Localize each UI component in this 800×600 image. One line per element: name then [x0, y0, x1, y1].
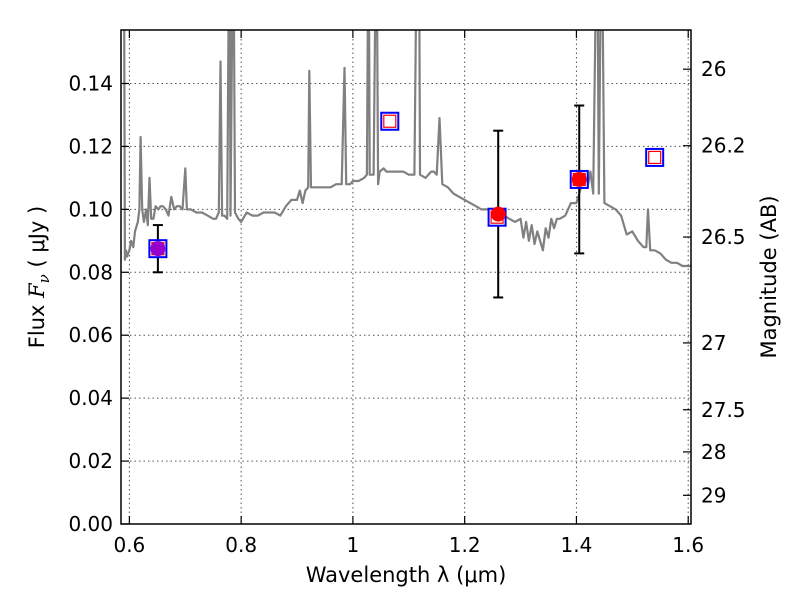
x-tick-label: 1.2	[449, 533, 481, 557]
y-label-unit: ( μJy )	[25, 206, 49, 274]
x-tick-label: 0.8	[225, 533, 257, 557]
y-tick-label: 0.06	[68, 323, 113, 347]
y-label-prefix: Flux	[25, 298, 49, 348]
model-photometry-inner	[648, 150, 662, 165]
observed-point	[571, 171, 587, 187]
x-tick-label: 0.6	[113, 533, 145, 557]
y-tick-label: 0.04	[68, 386, 113, 410]
mag-tick-label: 26.2	[701, 134, 746, 158]
axis-layer: 0.6 0.8 1 1.2 1.4 1.6 0.00 0.02 0.04 0.06 0.08 0.10…	[68, 30, 746, 557]
mag-tick-label: 28	[701, 440, 726, 464]
y-tick-label: 0.00	[68, 512, 113, 536]
marker-layer	[148, 104, 665, 299]
mag-tick-label: 26	[701, 57, 726, 81]
y-tick-label: 0.08	[68, 260, 113, 284]
y-tick-label: 0.10	[68, 197, 113, 221]
x-axis-label: Wavelength λ (μm)	[306, 563, 507, 587]
observed-point	[490, 206, 506, 222]
y-axis-label-left: Flux Fν ( μJy )	[25, 206, 53, 348]
mag-tick-label: 29	[701, 483, 726, 507]
mag-tick-label: 27.5	[701, 398, 746, 422]
plot-frame	[120, 29, 692, 525]
model-photometry-inner	[383, 114, 397, 128]
y-tick-label: 0.02	[68, 449, 113, 473]
y-tick-label: 0.14	[68, 71, 113, 95]
y-tick-label: 0.12	[68, 134, 113, 158]
x-tick-label: 1.6	[672, 533, 704, 557]
observed-point	[150, 241, 166, 257]
y-label-symbol: F	[25, 282, 49, 299]
mag-tick-label: 27	[701, 331, 726, 355]
x-tick-label: 1	[347, 533, 360, 557]
y-axis-label-right: Magnitude (AB)	[757, 195, 781, 358]
mag-tick-label: 26.5	[701, 225, 746, 249]
y-label-subscript: ν	[35, 274, 53, 283]
x-tick-label: 1.4	[561, 533, 593, 557]
